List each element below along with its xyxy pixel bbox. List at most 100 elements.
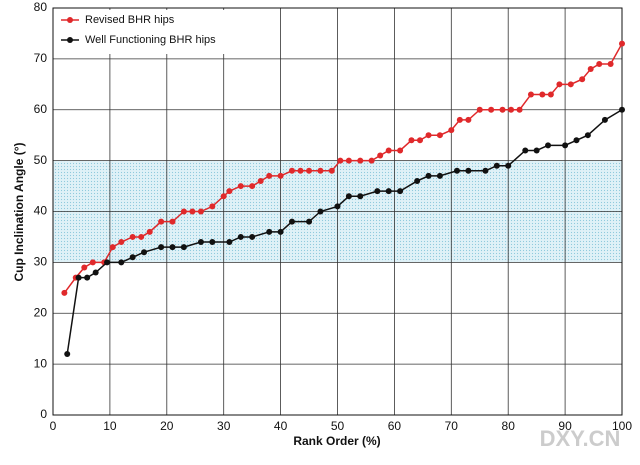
data-point (587, 66, 594, 73)
data-point (169, 218, 176, 225)
data-point (425, 172, 432, 179)
data-point (465, 116, 472, 123)
data-point (180, 208, 187, 215)
data-point (345, 157, 352, 164)
data-point (408, 137, 415, 144)
data-point (584, 132, 591, 139)
data-point (345, 193, 352, 200)
watermark: DXY.CN (540, 426, 621, 451)
data-point (158, 244, 165, 251)
x-tick-label: 80 (502, 419, 516, 433)
data-point (277, 228, 284, 235)
data-point (266, 172, 273, 179)
data-point (81, 264, 88, 271)
data-point (180, 244, 187, 251)
y-tick-label: 80 (34, 0, 48, 14)
x-tick-label: 0 (50, 419, 57, 433)
data-point (539, 91, 546, 98)
data-point (226, 239, 233, 246)
data-point (425, 132, 432, 139)
data-point (567, 81, 574, 88)
y-tick-label: 40 (34, 204, 48, 218)
data-point (414, 177, 421, 184)
y-tick-label: 50 (34, 153, 48, 167)
data-point (237, 183, 244, 190)
data-point (377, 152, 384, 159)
x-tick-label: 30 (217, 419, 231, 433)
data-point (619, 40, 625, 47)
data-point (545, 142, 552, 149)
y-tick-label: 10 (34, 356, 48, 370)
data-point (118, 239, 125, 246)
y-axis-label: Cup Inclination Angle (°) (12, 142, 26, 281)
data-point (562, 142, 569, 149)
x-tick-label: 10 (103, 419, 117, 433)
data-point (317, 208, 324, 215)
data-point (476, 106, 483, 113)
data-point (141, 249, 148, 256)
data-point (109, 244, 116, 251)
data-point (465, 167, 472, 174)
data-point (328, 167, 335, 174)
data-point (306, 218, 313, 225)
data-point (257, 177, 264, 184)
data-point (357, 193, 364, 200)
data-point (417, 137, 424, 144)
data-point (64, 350, 71, 357)
x-tick-label: 60 (388, 419, 402, 433)
legend-marker (67, 17, 73, 23)
data-point (89, 259, 96, 266)
data-point (197, 239, 204, 246)
data-point (522, 147, 529, 154)
data-point (573, 137, 580, 144)
y-tick-label: 30 (34, 255, 48, 269)
x-tick-label: 50 (331, 419, 345, 433)
data-point (385, 188, 392, 195)
data-point (146, 228, 153, 235)
y-tick-label: 70 (34, 51, 48, 65)
data-point (533, 147, 540, 154)
x-tick-label: 70 (445, 419, 459, 433)
data-point (306, 167, 313, 174)
legend-label: Revised BHR hips (85, 14, 175, 26)
data-point (397, 147, 404, 154)
data-point (482, 167, 489, 174)
data-point (249, 233, 256, 240)
data-point (75, 274, 82, 281)
data-point (189, 208, 196, 215)
data-point (288, 218, 295, 225)
data-point (607, 60, 614, 67)
data-point (357, 157, 364, 164)
x-tick-label: 90 (558, 419, 572, 433)
data-point (277, 172, 284, 179)
legend-label: Well Functioning BHR hips (85, 34, 216, 46)
data-point (493, 162, 500, 169)
data-point (209, 203, 216, 210)
data-point (92, 269, 99, 276)
x-tick-label: 20 (160, 419, 174, 433)
data-point (104, 259, 111, 266)
data-point (596, 60, 603, 67)
data-point (334, 203, 341, 210)
data-point (158, 218, 165, 225)
y-tick-label: 60 (34, 102, 48, 116)
data-point (397, 188, 404, 195)
data-point (297, 167, 304, 174)
data-point (197, 208, 204, 215)
data-point (118, 259, 125, 266)
data-point (556, 81, 563, 88)
data-point (129, 254, 136, 261)
y-tick-label: 20 (34, 305, 48, 319)
y-tick-label: 0 (40, 407, 47, 421)
data-point (436, 172, 443, 179)
data-point (368, 157, 375, 164)
x-axis-label: Rank Order (%) (293, 434, 380, 448)
data-point (488, 106, 495, 113)
data-point (385, 147, 392, 154)
data-point (456, 116, 463, 123)
data-point (138, 233, 145, 240)
data-point (61, 289, 68, 296)
data-point (601, 116, 608, 123)
plot-frame (52, 7, 623, 416)
